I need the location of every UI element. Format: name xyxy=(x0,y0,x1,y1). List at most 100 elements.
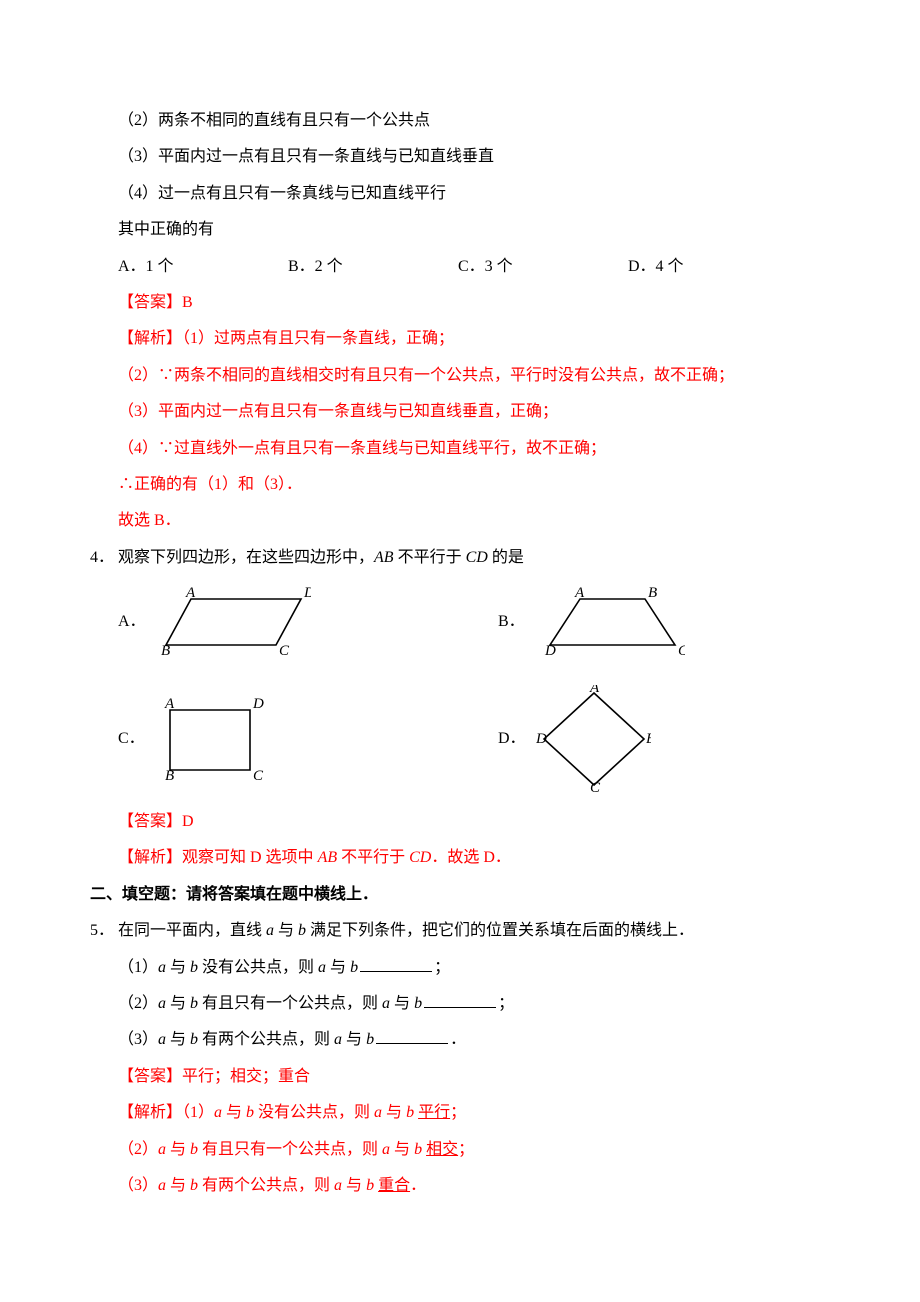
q5-s3-a: a xyxy=(158,1031,166,1048)
q5-s1-mid: 没有公共点，则 xyxy=(198,959,318,976)
q3-analysis-5: ∴正确的有（1）和（3）． xyxy=(90,470,830,500)
q4-analysis-ab: AB xyxy=(318,849,338,866)
q5-s3-b2: b xyxy=(366,1031,374,1048)
trapezoid-icon: A B C D xyxy=(535,587,685,657)
q5-a2-b: b xyxy=(190,1141,198,1158)
svg-text:C: C xyxy=(279,643,290,657)
q5-s3-mid2a: 与 xyxy=(166,1031,190,1048)
svg-text:D: D xyxy=(544,643,556,657)
q3-opt-a: A．1 个 xyxy=(118,252,288,282)
q4-analysis-cd: CD xyxy=(409,849,431,866)
blank-input[interactable] xyxy=(376,1043,448,1044)
q4-fig-c-label: C． xyxy=(118,724,145,754)
q5-s2-b: b xyxy=(190,995,198,1012)
svg-text:B: B xyxy=(161,643,170,657)
q3-opt-c: C．3 个 xyxy=(458,252,628,282)
q5-a3-m2: 与 xyxy=(342,1177,366,1194)
q5-a1-prefix: 【解析】（1） xyxy=(118,1104,214,1121)
q5-text: 在同一平面内，直线 a 与 b 满足下列条件，把它们的位置关系填在后面的横线上． xyxy=(118,916,830,946)
q5-s2-mid2a: 与 xyxy=(166,995,190,1012)
q4-fig-a: A． A D C B xyxy=(118,587,488,657)
q5-sub1: （1）a 与 b 没有公共点，则 a 与 b； xyxy=(90,953,830,983)
rectangle-icon: A D C B xyxy=(155,698,265,780)
q5-a1-ans: 平行 xyxy=(418,1104,450,1121)
q4-number: 4． xyxy=(90,543,118,573)
q5-s3-mid2b: 与 xyxy=(342,1031,366,1048)
q5-analysis-1: 【解析】（1）a 与 b 没有公共点，则 a 与 b 平行； xyxy=(90,1098,830,1128)
svg-text:B: B xyxy=(646,731,651,747)
q5-a2-ans: 相交 xyxy=(426,1141,458,1158)
q5-b: b xyxy=(298,922,306,939)
q5-a2-b2: b xyxy=(414,1141,422,1158)
q5-a3-b: b xyxy=(190,1177,198,1194)
q5-a1-mid: 没有公共点，则 xyxy=(254,1104,374,1121)
svg-text:D: D xyxy=(252,698,264,712)
svg-text:A: A xyxy=(589,685,600,696)
q5-analysis-2: （2）a 与 b 有且只有一个公共点，则 a 与 b 相交； xyxy=(90,1135,830,1165)
q4-figures: A． A D C B B． A B C D C． A D C B D． xyxy=(118,587,830,793)
q5-analysis-3: （3）a 与 b 有两个公共点，则 a 与 b 重合． xyxy=(90,1171,830,1201)
q5-s3-b: b xyxy=(190,1031,198,1048)
svg-text:C: C xyxy=(590,780,601,793)
q5-a1-m2: 与 xyxy=(382,1104,406,1121)
svg-text:B: B xyxy=(165,768,174,780)
q5-a1-m: 与 xyxy=(222,1104,246,1121)
q5-a2-a: a xyxy=(158,1141,166,1158)
q5-a1-a2: a xyxy=(374,1104,382,1121)
q5-a2-m2: 与 xyxy=(390,1141,414,1158)
q5-a3-a: a xyxy=(158,1177,166,1194)
q4-fig-d-label: D． xyxy=(498,724,526,754)
q3-analysis-1: 【解析】（1）过两点有且只有一条直线，正确； xyxy=(90,324,830,354)
q4-fig-b: B． A B C D xyxy=(498,587,868,657)
q5-a1-b: b xyxy=(246,1104,254,1121)
blank-input[interactable] xyxy=(424,1007,496,1008)
q3-stmt2: （2）两条不相同的直线有且只有一个公共点 xyxy=(90,106,830,136)
q5-a2-a2: a xyxy=(382,1141,390,1158)
q5-answer: 【答案】平行；相交；重合 xyxy=(90,1062,830,1092)
q5-s3-tail: ． xyxy=(450,1031,466,1048)
q3-analysis-3: （3）平面内过一点有且只有一条直线与已知直线垂直，正确； xyxy=(90,397,830,427)
q5-s1-b2: b xyxy=(350,959,358,976)
q4-text-cd: CD xyxy=(466,549,488,566)
q5-s2-b2: b xyxy=(414,995,422,1012)
q4-text-mid: 不平行于 xyxy=(394,549,466,566)
q5-a1-a: a xyxy=(214,1104,222,1121)
blank-input[interactable] xyxy=(360,971,432,972)
svg-text:C: C xyxy=(678,643,685,657)
q5-a3-b2: b xyxy=(366,1177,374,1194)
q5-a: a xyxy=(266,922,274,939)
svg-text:D: D xyxy=(303,587,311,601)
q4-text-ab: AB xyxy=(374,549,394,566)
q4-analysis-prefix: 【解析】观察可知 D 选项中 xyxy=(118,849,318,866)
q4-text-prefix: 观察下列四边形，在这些四边形中， xyxy=(118,549,374,566)
q5-s2-mid: 有且只有一个公共点，则 xyxy=(198,995,382,1012)
q5-s2-prefix: （2） xyxy=(118,995,158,1012)
q5-row: 5． 在同一平面内，直线 a 与 b 满足下列条件，把它们的位置关系填在后面的横… xyxy=(90,916,830,946)
q5-s3-prefix: （3） xyxy=(118,1031,158,1048)
q3-analysis-2: （2）∵两条不相同的直线相交时有且只有一个公共点，平行时没有公共点，故不正确； xyxy=(90,361,830,391)
q4-analysis-suffix: ．故选 D． xyxy=(431,849,511,866)
q4-row: 4． 观察下列四边形，在这些四边形中，AB 不平行于 CD 的是 xyxy=(90,543,830,573)
q5-a2-tail: ； xyxy=(458,1141,474,1158)
q5-a3-tail: ． xyxy=(410,1177,426,1194)
q5-a3-prefix: （3） xyxy=(118,1177,158,1194)
q5-text-prefix: 在同一平面内，直线 xyxy=(118,922,266,939)
q5-s1-mid2a: 与 xyxy=(166,959,190,976)
q5-a3-ans: 重合 xyxy=(378,1177,410,1194)
q4-fig-c: C． A D C B xyxy=(118,685,488,793)
q5-s2-a: a xyxy=(158,995,166,1012)
svg-text:A: A xyxy=(185,587,196,601)
q4-analysis: 【解析】观察可知 D 选项中 AB 不平行于 CD．故选 D． xyxy=(90,843,830,873)
q5-s1-a: a xyxy=(158,959,166,976)
svg-text:A: A xyxy=(574,587,585,601)
q3-opt-d: D．4 个 xyxy=(628,252,798,282)
q3-options: A．1 个 B．2 个 C．3 个 D．4 个 xyxy=(90,252,830,282)
q5-s2-a2: a xyxy=(382,995,390,1012)
q4-analysis-mid: 不平行于 xyxy=(337,849,409,866)
q5-a2-m: 与 xyxy=(166,1141,190,1158)
q3-stmt3: （3）平面内过一点有且只有一条直线与已知直线垂直 xyxy=(90,142,830,172)
q5-number: 5． xyxy=(90,916,118,946)
q4-fig-a-label: A． xyxy=(118,607,146,637)
q5-text-mid: 与 xyxy=(274,922,298,939)
q3-analysis-4: （4）∵过直线外一点有且只有一条直线与已知直线平行，故不正确； xyxy=(90,434,830,464)
